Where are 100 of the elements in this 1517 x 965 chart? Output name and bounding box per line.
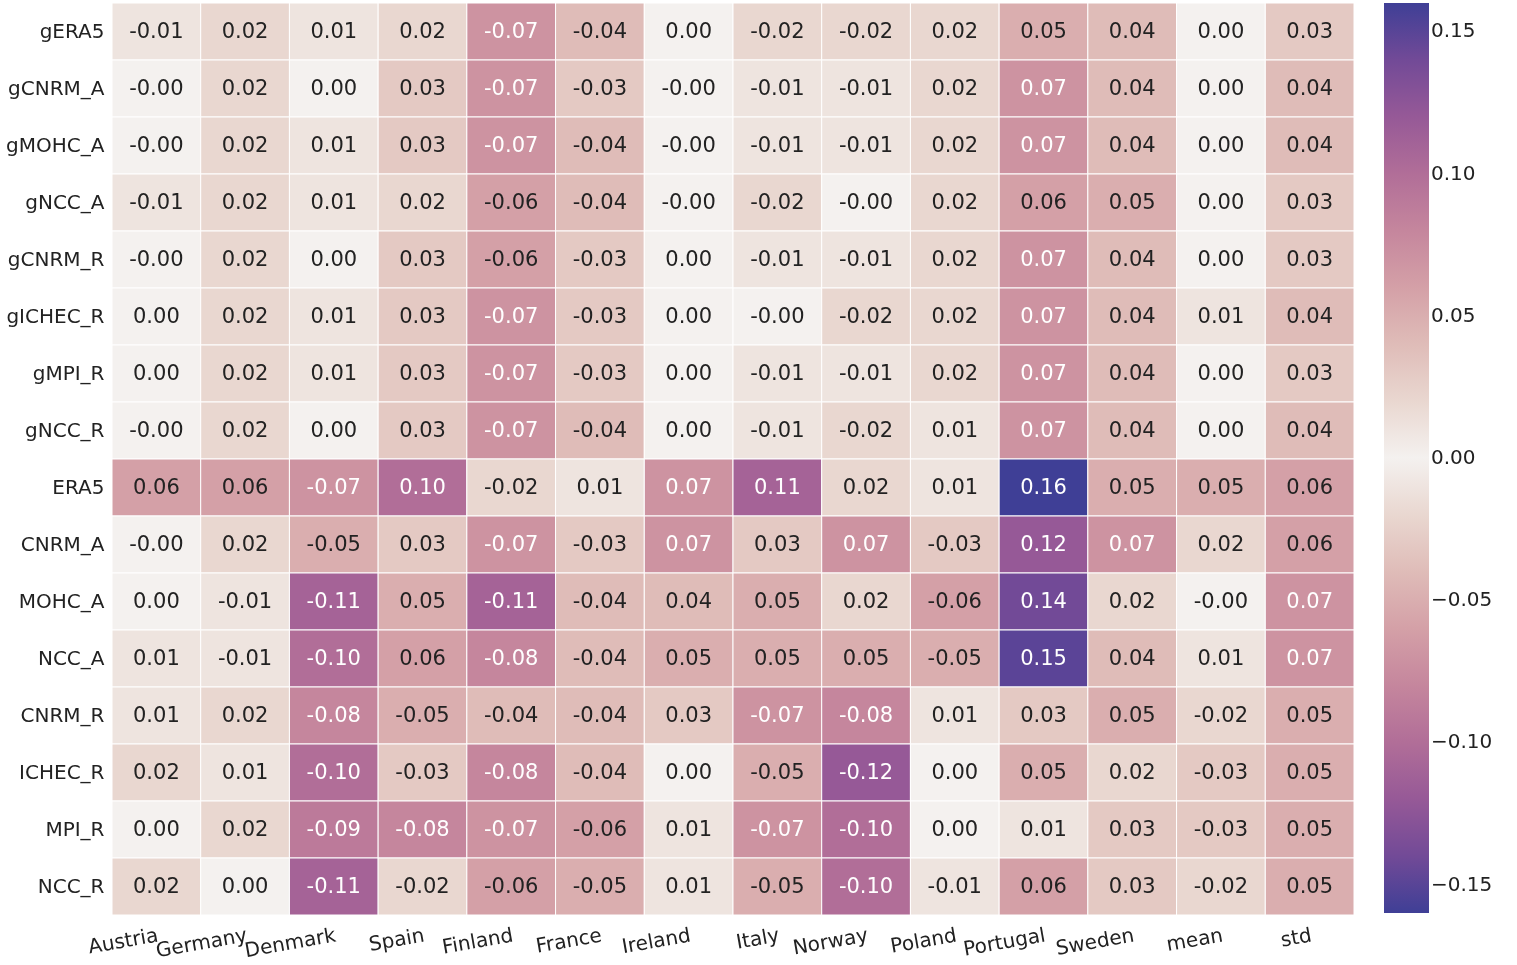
y-tick-label: MPI_R: [45, 816, 105, 841]
data-label: 0.00: [132, 303, 180, 328]
data-label: 0.01: [931, 417, 979, 442]
data-label: -0.02: [1193, 873, 1249, 898]
data-label: 0.05: [1108, 702, 1156, 727]
data-label: 0.04: [1108, 417, 1156, 442]
data-label: 0.00: [221, 873, 269, 898]
data-label: 0.05: [1286, 702, 1334, 727]
data-label: 0.00: [665, 18, 713, 43]
data-label: 0.02: [931, 132, 979, 157]
data-label: 0.02: [931, 189, 979, 214]
data-label: -0.02: [838, 417, 894, 442]
color-bar-label: 0.00: [1431, 445, 1476, 469]
data-label: 0.01: [1197, 303, 1245, 328]
data-label: -0.11: [306, 588, 361, 613]
data-label: -0.01: [750, 360, 805, 385]
data-label: 0.01: [310, 189, 358, 214]
data-label: 0.00: [310, 246, 358, 271]
data-label: -0.04: [572, 417, 628, 442]
data-label: -0.01: [750, 75, 805, 100]
y-tick-label: MOHC_A: [18, 588, 105, 613]
data-label: -0.01: [750, 132, 805, 157]
data-label: -0.03: [572, 246, 628, 271]
data-label: -0.12: [838, 759, 894, 784]
data-label: 0.04: [1108, 645, 1156, 670]
data-label: -0.07: [484, 18, 539, 43]
data-label: 0.03: [1286, 18, 1334, 43]
data-label: -0.07: [484, 303, 539, 328]
data-label: -0.07: [484, 816, 539, 841]
data-label: 0.16: [1020, 474, 1067, 499]
data-label: 0.01: [931, 474, 979, 499]
data-label: 0.04: [665, 588, 713, 613]
data-label: -0.05: [306, 531, 361, 556]
y-tick-label: gMOHC_A: [6, 132, 105, 157]
data-label: -0.04: [572, 132, 628, 157]
data-label: 0.12: [1020, 531, 1067, 556]
data-label: 0.00: [665, 759, 713, 784]
data-label: 0.03: [399, 417, 446, 442]
data-label: 0.07: [1286, 588, 1334, 613]
data-label: 0.03: [399, 360, 446, 385]
color-bar-label: 0.15: [1431, 18, 1476, 43]
data-label: 0.02: [1108, 588, 1156, 613]
color-bar-label: −0.05: [1431, 587, 1493, 612]
data-label: 0.02: [221, 132, 269, 157]
data-label: -0.02: [838, 303, 894, 328]
data-label: 0.06: [1286, 474, 1334, 499]
data-label: 0.05: [399, 588, 446, 613]
data-label: 0.07: [1286, 645, 1334, 670]
data-label: 0.00: [310, 417, 358, 442]
data-label: 0.02: [842, 474, 890, 499]
data-label: 0.00: [132, 360, 180, 385]
data-label: 0.01: [931, 702, 979, 727]
data-label: 0.04: [1108, 18, 1156, 43]
data-label: 0.01: [310, 303, 358, 328]
color-bar-label: 0.10: [1431, 160, 1476, 185]
data-label: 0.01: [310, 18, 358, 43]
data-label: 0.00: [1197, 132, 1245, 157]
data-label: -0.00: [129, 246, 184, 271]
data-label: -0.01: [129, 189, 184, 214]
data-label: -0.04: [572, 645, 628, 670]
data-label: -0.03: [572, 75, 628, 100]
data-label: 0.02: [221, 189, 269, 214]
data-label: 0.07: [1020, 360, 1067, 385]
data-label: -0.10: [838, 873, 894, 898]
data-label: 0.04: [1108, 303, 1156, 328]
data-label: 0.03: [1020, 702, 1067, 727]
data-label: 0.00: [1197, 246, 1245, 271]
data-label: 0.03: [1286, 189, 1334, 214]
y-tick-label: gCNRM_R: [7, 246, 105, 271]
data-label: 0.01: [1197, 645, 1245, 670]
data-label: 0.07: [1020, 303, 1067, 328]
data-label: -0.00: [129, 531, 184, 556]
data-label: -0.04: [572, 18, 628, 43]
data-label: 0.00: [1197, 18, 1245, 43]
data-label: -0.06: [484, 873, 539, 898]
x-tick-label: Poland: [888, 922, 959, 958]
data-label: -0.04: [484, 702, 539, 727]
y-tick-label: NCC_R: [37, 873, 105, 898]
data-label: 0.02: [221, 417, 269, 442]
data-label: 0.05: [753, 645, 801, 670]
data-label: 0.03: [1286, 246, 1334, 271]
data-label: 0.15: [1020, 645, 1067, 670]
data-label: 0.02: [221, 303, 269, 328]
data-label: 0.01: [576, 474, 624, 499]
y-tick-label: gCNRM_A: [8, 75, 105, 100]
data-label: 0.01: [1020, 816, 1067, 841]
data-label: 0.06: [221, 474, 269, 499]
data-label: -0.02: [750, 18, 805, 43]
data-label: 0.00: [1197, 189, 1245, 214]
data-label: 0.14: [1020, 588, 1067, 613]
data-label: 0.00: [665, 246, 713, 271]
data-label: 0.07: [1020, 132, 1067, 157]
y-tick-label: gNCC_R: [25, 417, 105, 442]
data-label: 0.02: [399, 189, 446, 214]
data-label: 0.07: [1020, 75, 1067, 100]
data-label: -0.02: [395, 873, 450, 898]
data-label: 0.01: [221, 759, 269, 784]
data-label: 0.04: [1108, 75, 1156, 100]
x-tick-label: Ireland: [620, 922, 693, 959]
data-label: 0.02: [221, 18, 269, 43]
